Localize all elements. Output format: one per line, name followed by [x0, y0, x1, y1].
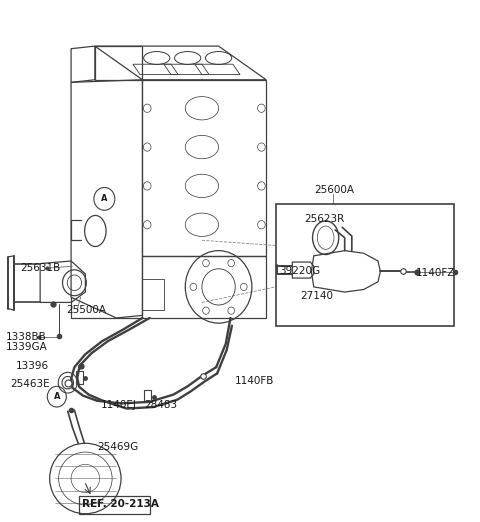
Text: 1140FB: 1140FB	[235, 376, 275, 386]
Bar	[144, 390, 152, 402]
Bar	[76, 371, 84, 384]
Text: 1339GA: 1339GA	[6, 342, 48, 352]
Text: 25631B: 25631B	[20, 263, 60, 273]
Circle shape	[228, 259, 235, 267]
Circle shape	[228, 307, 235, 314]
Text: 25469G: 25469G	[97, 443, 139, 453]
Text: 13396: 13396	[15, 361, 48, 371]
Text: 27140: 27140	[300, 291, 334, 301]
Text: 25600A: 25600A	[314, 185, 354, 195]
Bar	[143, 279, 164, 310]
Text: REF. 20-213A: REF. 20-213A	[82, 500, 159, 509]
Text: 25500A: 25500A	[66, 305, 107, 315]
Text: A: A	[54, 392, 60, 401]
Circle shape	[203, 259, 209, 267]
Text: 1140FZ: 1140FZ	[416, 268, 456, 278]
Text: 1338BB: 1338BB	[6, 331, 47, 341]
Text: 25623R: 25623R	[304, 213, 345, 223]
Circle shape	[190, 283, 197, 291]
Text: 25463E: 25463E	[11, 379, 50, 389]
Circle shape	[203, 307, 209, 314]
Circle shape	[240, 283, 247, 291]
Text: 1140EJ: 1140EJ	[101, 400, 137, 410]
Text: 39220G: 39220G	[279, 266, 321, 276]
Text: 28483: 28483	[144, 400, 177, 410]
Text: A: A	[101, 194, 108, 204]
